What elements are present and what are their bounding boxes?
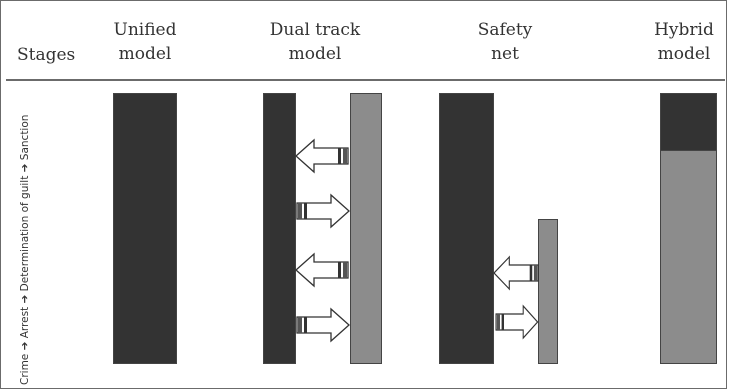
header-dual-track-model: Dual track model — [250, 18, 380, 66]
arrow-left-icon — [493, 256, 539, 290]
arrow-right-icon — [296, 194, 350, 228]
header-stages-label: Stages — [17, 45, 76, 65]
arrow-right-icon — [495, 305, 539, 339]
dual-criminal-track-bar — [263, 93, 296, 364]
safety-criminal-track-bar — [439, 93, 494, 364]
header-hybrid-line1: Hybrid — [654, 20, 714, 40]
hybrid-alternative-segment — [660, 150, 717, 364]
header-hybrid-line2: model — [657, 44, 711, 64]
header-safety-line2: net — [491, 44, 519, 64]
header-divider — [6, 79, 725, 81]
arrow-left-icon — [295, 253, 349, 287]
header-safety-net: Safety net — [470, 18, 540, 66]
header-unified-line2: model — [118, 44, 172, 64]
header-safety-line1: Safety — [477, 20, 533, 40]
header-dual-line1: Dual track — [269, 20, 361, 40]
dual-alternative-track-bar — [350, 93, 382, 364]
header-stages: Stages — [17, 43, 75, 67]
header-unified-line1: Unified — [113, 20, 177, 40]
header-unified-model: Unified model — [100, 18, 190, 66]
safety-alternative-track-bar — [538, 219, 558, 364]
header-dual-line2: model — [288, 44, 342, 64]
arrow-left-icon — [295, 139, 349, 173]
arrow-right-icon — [296, 308, 350, 342]
unified-track-bar — [113, 93, 177, 364]
header-hybrid-model: Hybrid model — [645, 18, 723, 66]
